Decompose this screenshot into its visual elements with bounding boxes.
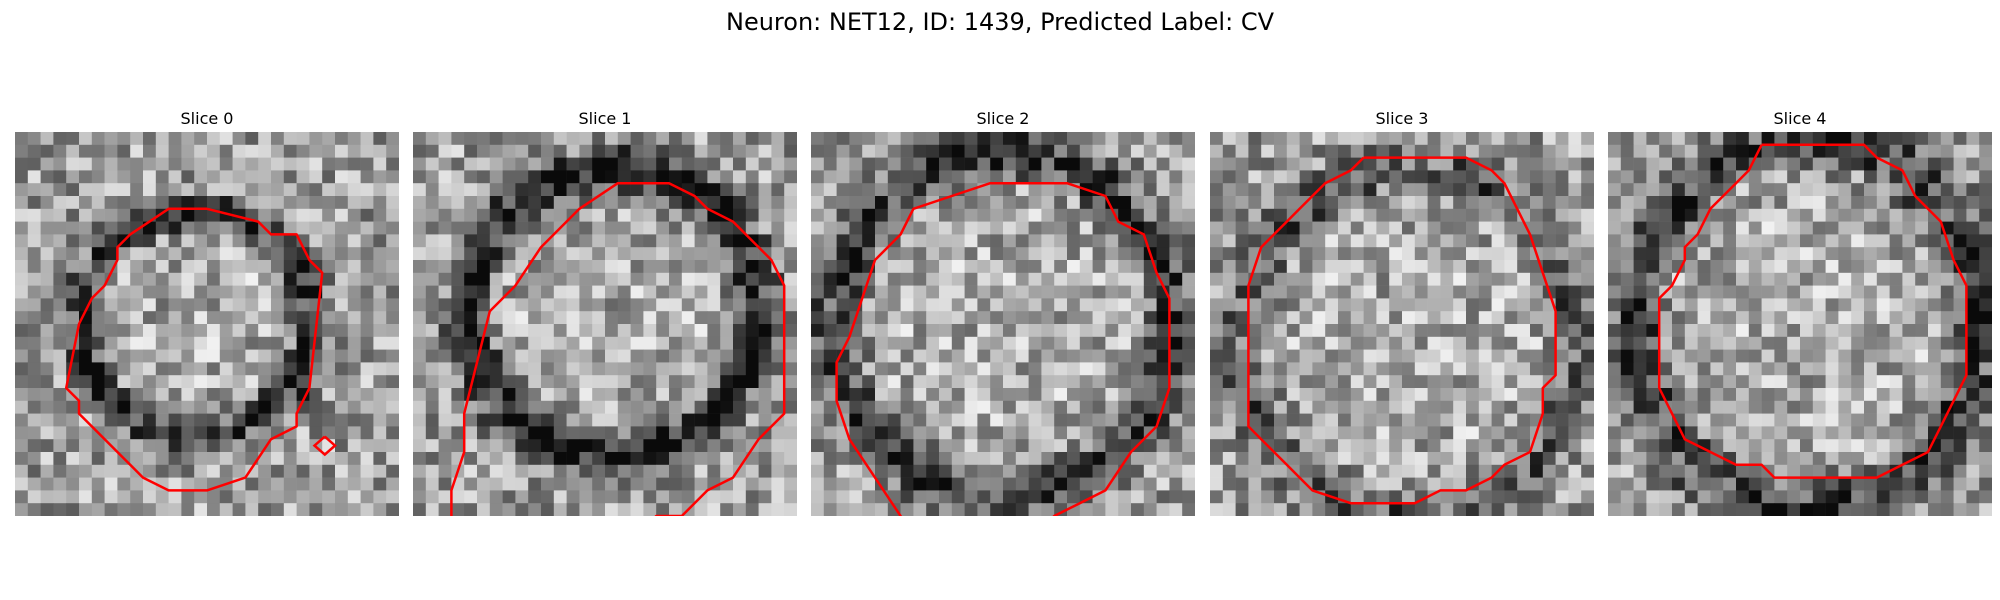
segmentation-contour bbox=[1657, 143, 1968, 479]
slice-panel-4: Slice 4 bbox=[1608, 108, 1992, 516]
slice-panel-2: Slice 2 bbox=[811, 108, 1195, 516]
segmentation-contour bbox=[1247, 156, 1557, 505]
slice-title: Slice 2 bbox=[976, 109, 1030, 128]
slice-title: Slice 4 bbox=[1773, 109, 1827, 128]
slice-image-svg bbox=[1608, 132, 1992, 516]
slice-title: Slice 1 bbox=[578, 109, 632, 128]
slice-image bbox=[413, 132, 797, 516]
slice-panel-1: Slice 1 bbox=[413, 108, 797, 516]
segmentation-contour-small bbox=[312, 435, 337, 457]
slice-image bbox=[1210, 132, 1594, 516]
slice-title: Slice 0 bbox=[180, 109, 234, 128]
pixel-grid bbox=[811, 132, 1195, 516]
slice-image-svg bbox=[413, 132, 797, 516]
slice-title: Slice 3 bbox=[1375, 109, 1429, 128]
slice-image bbox=[15, 132, 399, 516]
segmentation-contour bbox=[835, 181, 1171, 516]
segmentation-contour bbox=[64, 207, 324, 492]
pixel-grid bbox=[15, 132, 399, 516]
pixel-grid bbox=[1608, 132, 1992, 516]
pixel-grid bbox=[1210, 132, 1594, 516]
slice-image bbox=[1608, 132, 1992, 516]
pixel-grid bbox=[413, 132, 797, 516]
slice-image-svg bbox=[811, 132, 1195, 516]
slice-image bbox=[811, 132, 1195, 516]
slice-image-svg bbox=[1210, 132, 1594, 516]
segmentation-contour bbox=[450, 181, 786, 516]
figure-title: Neuron: NET12, ID: 1439, Predicted Label… bbox=[726, 8, 1274, 36]
slice-image-svg bbox=[15, 132, 399, 516]
slice-panel-0: Slice 0 bbox=[15, 108, 399, 516]
slice-panel-3: Slice 3 bbox=[1210, 108, 1594, 516]
